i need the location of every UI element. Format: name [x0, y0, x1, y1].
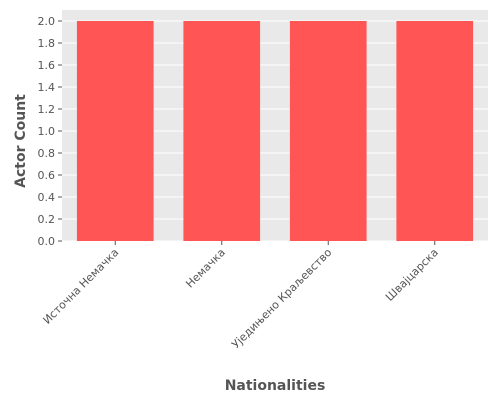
y-tick-label: 0.8 — [38, 147, 56, 160]
x-tick-label: Швајцарска — [383, 246, 441, 304]
x-tick-label: Уједињено Краљевство — [229, 246, 334, 351]
y-axis-title: Actor Count — [13, 94, 29, 188]
y-tick-label: 1.4 — [38, 81, 56, 94]
y-tick-label: 0.0 — [38, 235, 56, 248]
y-tick-label: 0.4 — [38, 191, 56, 204]
x-axis-title: Nationalities — [225, 378, 326, 394]
y-tick-label: 1.2 — [38, 103, 56, 116]
y-tick-label: 0.6 — [38, 169, 56, 182]
y-tick-label: 2.0 — [38, 15, 56, 28]
x-tick-label: Немачка — [183, 246, 228, 291]
bar — [183, 21, 261, 241]
bar — [396, 21, 474, 241]
y-tick-label: 1.0 — [38, 125, 56, 138]
bar — [289, 21, 367, 241]
y-tick-label: 1.6 — [38, 59, 56, 72]
bar — [76, 21, 154, 241]
y-tick-label: 1.8 — [38, 37, 56, 50]
x-tick-label: Источна Немачка — [41, 246, 122, 327]
y-tick-label: 0.2 — [38, 213, 56, 226]
